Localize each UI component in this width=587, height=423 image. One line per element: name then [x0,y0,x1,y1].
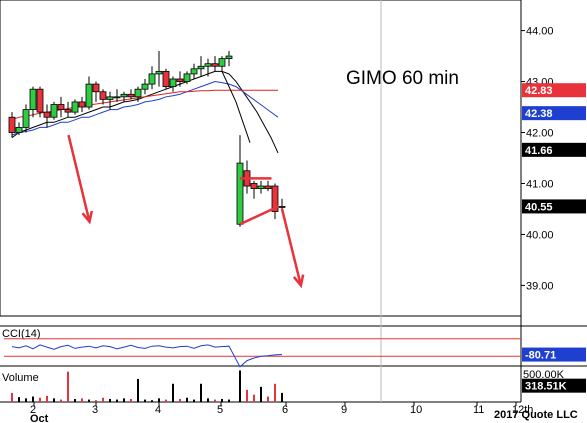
candle-body [134,88,142,98]
cci-line [11,344,283,368]
price-tag [522,142,586,157]
candle-body [22,109,30,128]
candle-body [264,185,272,189]
price-tick-label: 41.00 [526,178,554,190]
candle-body [183,73,191,82]
price-tag-value: 40.55 [525,201,553,213]
volume-value-text: 318.51K [525,381,567,393]
candle-body [278,206,286,208]
x-tick-label: 2 [30,404,36,416]
candle-body [236,162,244,225]
candle-body [113,96,121,99]
cci-value-text: -80.71 [525,350,556,362]
price-tick-label: 44.00 [526,26,554,38]
candle-body [190,68,198,75]
price-panel-frame [0,0,522,317]
candle-body [50,104,58,118]
volume-value-tag [522,378,586,393]
candle-body [15,127,23,133]
candle-body [106,96,114,100]
candle-body [162,70,170,88]
candle-body [225,55,233,60]
candle-body [99,91,107,100]
volume-axis-tick: 500.00K [523,369,565,381]
candle-body [127,93,135,98]
candle-body [71,101,79,113]
candle-body [155,70,163,75]
x-tick-label: 12th [512,404,533,416]
x-tick-label: 3 [92,404,98,416]
price-tick-label: 42.00 [526,128,554,140]
candle-body [43,111,51,118]
candle-body [197,65,205,70]
x-tick-label: 9 [341,404,347,416]
candle-body [250,183,258,189]
x-tick-label: 11 [473,404,484,416]
candle-body [204,63,212,67]
down-arrow-head [292,274,305,289]
candle-body [92,83,100,93]
footer-copyright: 2017 Quote LLC [494,409,578,421]
down-arrow-head [81,210,94,225]
candle-body [271,185,279,212]
x-tick-label: 4 [155,404,161,416]
candle-body [36,88,44,113]
price-tag [522,199,586,214]
chart-title: GIMO 60 min [346,68,459,89]
candle-body [78,101,86,108]
price-tag [522,106,586,121]
candle-body [141,83,149,90]
candle-body [257,185,265,189]
moving-average-line [221,71,251,143]
x-tick-label: 10 [410,404,422,416]
candle-body [169,78,177,88]
candle-body [85,83,93,108]
x-tick-label: 5 [217,404,223,416]
x-tick-sublabel: Oct [30,413,49,423]
price-tick-label: 39.00 [526,280,554,292]
candle-body [57,104,65,110]
candle-body [148,73,156,85]
price-tag-value: 42.38 [525,108,553,120]
candle-body [64,109,72,113]
flag-lower-line [239,205,280,226]
price-tag-value: 42.83 [525,85,553,97]
price-tag-value: 41.66 [525,145,553,157]
candle-body [176,78,184,82]
moving-average-line [11,80,279,136]
down-arrow [67,134,91,223]
candle-body [29,88,37,110]
cci-value-tag [522,347,586,362]
down-arrow [280,208,303,286]
x-tick-label: 6 [282,404,288,416]
candle-body [218,58,226,67]
volume-label: Volume [2,372,39,384]
candle-body [8,116,16,133]
candle-body [120,93,128,98]
candle-body [211,63,219,67]
cci-label: CCI(14) [2,328,41,340]
price-tag [522,83,586,98]
price-tick-label: 40.00 [526,229,554,241]
